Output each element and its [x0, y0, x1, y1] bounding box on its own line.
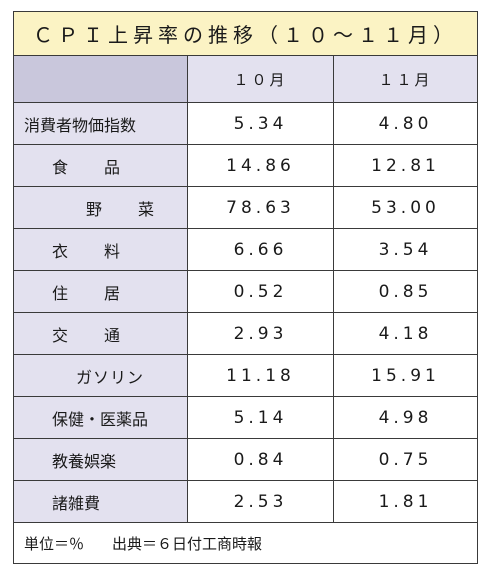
row-label-gasoline: ガソリン: [14, 355, 188, 396]
table-row: 交 通 2.93 4.18: [14, 313, 477, 355]
value-november: 12.81: [371, 155, 440, 176]
table-row: 保健・医薬品 5.14 4.98: [14, 397, 477, 439]
row-label-transport: 交 通: [14, 313, 188, 354]
row-label-health: 保健・医薬品: [14, 397, 188, 438]
value-november: 0.75: [378, 449, 433, 470]
value-november: 0.85: [378, 281, 433, 302]
table-row: 衣 料 6.66 3.54: [14, 229, 477, 271]
cpi-table: ＣＰＩ上昇率の推移（１０～１１月） １０月 １１月 消費者物価指数 5.34 4…: [13, 11, 478, 564]
table-footer: 単位＝％ 出典＝６日付工商時報: [14, 523, 477, 563]
header-november: １１月: [334, 56, 477, 102]
value-november: 3.54: [378, 239, 433, 260]
row-label-housing: 住 居: [14, 271, 188, 312]
row-label-education: 教養娯楽: [14, 439, 188, 480]
table-header-row: １０月 １１月: [14, 56, 477, 103]
unit-note: 単位＝％: [24, 534, 85, 553]
value-october: 2.53: [188, 481, 334, 522]
value-october: 0.52: [188, 271, 334, 312]
table-row: 住 居 0.52 0.85: [14, 271, 477, 313]
table-row: 食 品 14.86 12.81: [14, 145, 477, 187]
row-label-misc: 諸雑費: [14, 481, 188, 522]
value-october: 2.93: [188, 313, 334, 354]
row-label-vegetables: 野 菜: [14, 187, 188, 228]
table-row: 野 菜 78.63 53.00: [14, 187, 477, 229]
row-label-cpi: 消費者物価指数: [14, 103, 188, 144]
row-label-food: 食 品: [14, 145, 188, 186]
value-november: 1.81: [378, 491, 433, 512]
table-row: 教養娯楽 0.84 0.75: [14, 439, 477, 481]
value-october: 0.84: [188, 439, 334, 480]
header-blank-cell: [14, 56, 188, 102]
value-november: 53.00: [371, 197, 440, 218]
value-november: 4.80: [378, 113, 433, 134]
value-october: 6.66: [188, 229, 334, 270]
table-title: ＣＰＩ上昇率の推移（１０～１１月）: [14, 12, 477, 56]
value-november: 15.91: [371, 365, 440, 386]
value-october: 5.14: [188, 397, 334, 438]
value-october: 11.18: [188, 355, 334, 396]
value-october: 5.34: [188, 103, 334, 144]
table-row: 消費者物価指数 5.34 4.80: [14, 103, 477, 145]
header-october: １０月: [188, 56, 334, 102]
value-october: 78.63: [188, 187, 334, 228]
value-october: 14.86: [188, 145, 334, 186]
table-row: ガソリン 11.18 15.91: [14, 355, 477, 397]
value-november: 4.98: [378, 407, 433, 428]
source-note: 出典＝６日付工商時報: [112, 534, 263, 553]
table-row: 諸雑費 2.53 1.81: [14, 481, 477, 523]
value-november: 4.18: [378, 323, 433, 344]
row-label-clothing: 衣 料: [14, 229, 188, 270]
